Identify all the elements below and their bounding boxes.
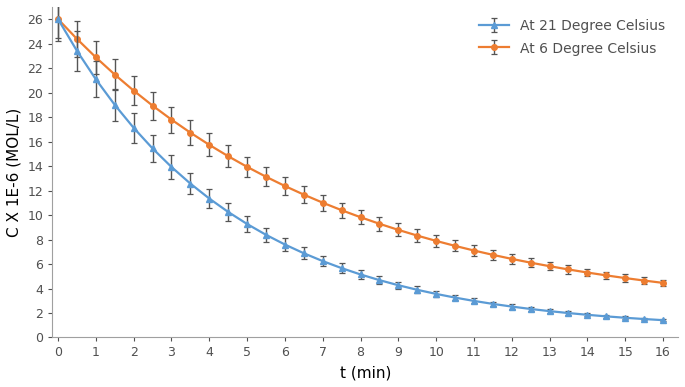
Legend: At 21 Degree Celsius, At 6 Degree Celsius: At 21 Degree Celsius, At 6 Degree Celsiu… xyxy=(473,14,671,61)
Y-axis label: C X 1E-6 (MOL/L): C X 1E-6 (MOL/L) xyxy=(7,108,22,237)
X-axis label: t (min): t (min) xyxy=(340,365,391,380)
